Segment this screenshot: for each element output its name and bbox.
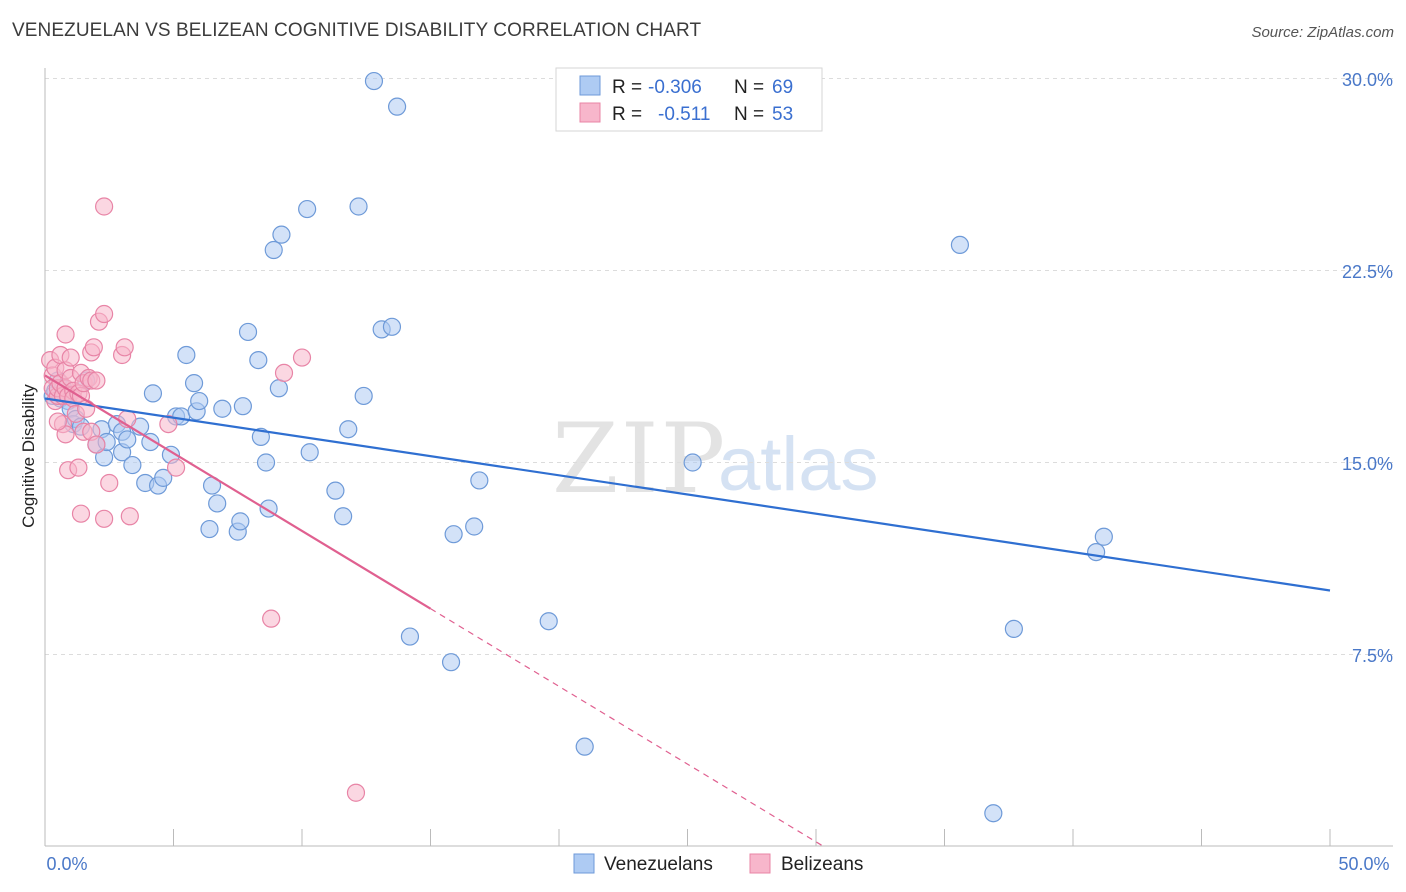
belizean-point [95,509,114,528]
venezuelan-point [143,384,163,403]
y-tick-label: 15.0% [1342,454,1393,474]
x-tick-label-min: 0.0% [46,854,87,874]
venezuelan-point [177,345,196,365]
venezuelan-point [470,471,489,490]
legend-venezuelan-n-label: N = [734,77,764,98]
legend-belizean-r-value: -0.511 [658,104,710,125]
watermark-atlas: atlas [718,422,879,507]
belizean-point [69,458,88,477]
trend-lines [44,374,1331,848]
venezuelan-point [339,420,358,439]
venezuelan-point [154,468,173,487]
legend-venezuelan-n-value: 69 [772,77,793,98]
belizean-points [41,197,366,802]
venezuelan-point [444,525,463,544]
venezuelan-point [441,653,461,672]
belizean-trend-line-extension [430,608,825,848]
belizean-point [48,412,67,431]
y-tick-label: 30.0% [1342,70,1393,90]
venezuelan-point [1094,527,1113,546]
venezuelan-point [465,517,484,536]
venezuelan-point [984,804,1003,823]
axes: 7.5% 15.0% 22.5% 30.0% [44,68,1393,847]
legend-belizean-r-label: R = [612,104,642,125]
legend-belizean-swatch [579,102,601,123]
bottom-legend-venezuelan-swatch [573,853,595,874]
venezuelan-point [354,386,373,406]
venezuelan-point [264,240,283,260]
x-tick-label-max: 50.0% [1338,854,1389,874]
source-label: Source: ZipAtlas.com [1251,24,1394,41]
belizean-point [87,435,106,454]
belizean-point [346,783,366,802]
bottom-legend: Venezuelans Belizeans [573,853,863,875]
bottom-legend-belizeans: Belizeans [781,854,863,875]
belizean-point [95,197,114,216]
belizean-point [100,473,119,493]
y-tick-label: 7.5% [1352,646,1393,666]
belizean-point [56,325,75,344]
y-tick-label: 22.5% [1342,262,1393,282]
belizean-point [120,507,139,526]
belizean-point [61,348,80,367]
venezuelan-point [251,427,270,446]
legend-venezuelan-swatch [579,75,601,96]
chart-title: VENEZUELAN VS BELIZEAN COGNITIVE DISABIL… [12,20,702,41]
legend-venezuelan-r-value: -0.306 [648,77,702,98]
venezuelan-point [208,494,227,513]
belizean-trend-line [44,374,432,610]
y-axis-title: Cognitive Disability [19,384,38,528]
venezuelan-point [950,235,970,254]
belizean-point [115,338,134,357]
belizean-point [84,338,103,357]
legend-box: R = -0.306 N = 69 R = -0.511 N = 53 [555,67,823,132]
venezuelan-point [190,391,209,411]
venezuelan-point [231,512,250,531]
venezuelan-point [200,519,219,539]
venezuelan-point [334,507,353,526]
venezuelan-point [387,97,407,116]
venezuelan-point [539,612,558,631]
venezuelan-point [272,225,291,244]
venezuelan-point [118,430,137,449]
belizean-point [262,609,281,628]
belizean-point [87,371,106,390]
venezuelan-point [575,737,594,756]
belizean-point [292,348,312,367]
belizean-point [274,363,294,382]
venezuelan-point [1004,619,1023,639]
belizean-point [159,415,178,434]
bottom-legend-belizean-swatch [749,853,771,874]
venezuelan-point [1087,542,1106,562]
venezuelan-point [249,351,268,370]
venezuelan-trend-line [44,397,1331,592]
belizean-point [71,504,91,523]
venezuelan-point [256,453,276,472]
venezuelan-point [683,453,702,472]
legend-belizean-n-label: N = [734,104,764,125]
venezuelan-point [233,397,252,416]
belizean-point [95,304,114,324]
venezuelan-point [400,627,420,646]
legend-venezuelan-r-label: R = [612,77,642,98]
venezuelan-point [298,199,317,219]
venezuelan-point [300,443,319,462]
venezuelan-point [326,481,345,500]
venezuelan-point [364,71,384,91]
venezuelan-point [184,374,204,393]
venezuelan-point [213,399,232,418]
venezuelan-point [269,379,288,398]
venezuelan-point [238,322,258,342]
bottom-legend-venezuelans: Venezuelans [604,854,713,875]
venezuelan-point [382,317,402,336]
legend-belizean-n-value: 53 [772,104,793,125]
grid-lines [45,78,1393,655]
belizean-point [166,458,186,477]
venezuelan-point [349,197,368,216]
venezuelan-point [123,455,142,475]
